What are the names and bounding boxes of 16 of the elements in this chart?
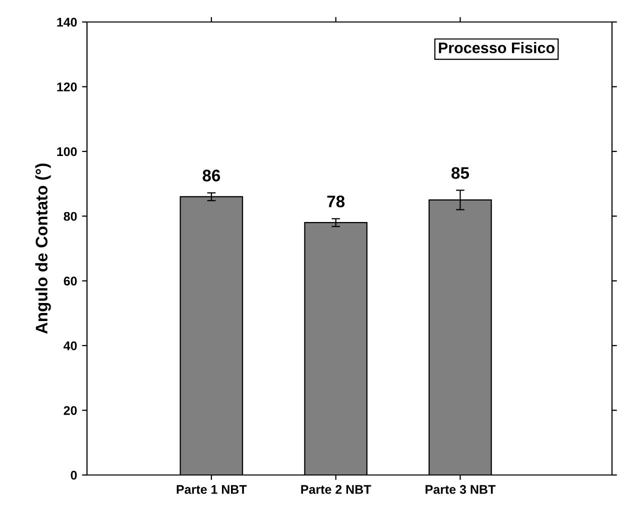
data-label: 85 <box>451 167 470 179</box>
data-label: 86 <box>202 170 220 182</box>
y-axis-title: Angulo de Contato (°) <box>35 164 51 334</box>
y-tick-label: 120 <box>57 82 77 92</box>
y-tick-label: 20 <box>64 406 77 415</box>
y-tick-label: 100 <box>57 147 77 156</box>
y-tick-label: 80 <box>64 212 77 221</box>
x-tick-label: Parte 1 NBT <box>176 485 247 494</box>
y-tick-label: 40 <box>64 341 77 350</box>
y-tick-label: 140 <box>57 18 77 27</box>
data-label: 78 <box>327 196 345 208</box>
x-tick-label: Parte 2 NBT <box>301 485 372 494</box>
y-tick-label: 60 <box>64 276 77 286</box>
annotation: Processo Fisico <box>438 42 554 54</box>
y-tick-label: 0 <box>70 470 77 480</box>
x-tick-label: Parte 3 NBT <box>426 485 496 494</box>
